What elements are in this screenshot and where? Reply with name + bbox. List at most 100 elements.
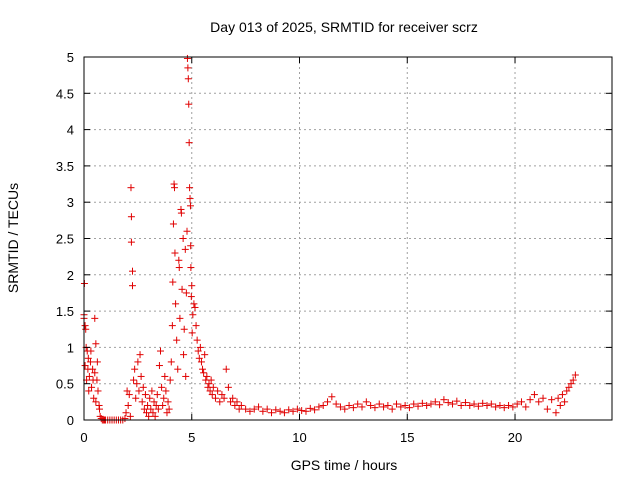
data-point xyxy=(222,365,230,373)
data-point xyxy=(157,347,165,355)
data-point xyxy=(444,399,452,407)
data-point xyxy=(526,396,534,404)
data-point xyxy=(199,365,207,373)
data-point xyxy=(85,372,93,380)
data-point xyxy=(255,403,263,411)
data-point xyxy=(160,394,168,402)
data-point xyxy=(554,394,562,402)
y-tick-label: 1 xyxy=(67,340,74,355)
data-point xyxy=(81,322,89,330)
data-point xyxy=(195,354,203,362)
data-point xyxy=(152,401,160,409)
data-point xyxy=(193,336,201,344)
data-point xyxy=(563,387,571,395)
data-point xyxy=(375,400,383,408)
data-point xyxy=(187,293,195,301)
data-point xyxy=(84,354,92,362)
data-points xyxy=(80,54,579,424)
data-point xyxy=(209,383,217,391)
data-point xyxy=(194,347,202,355)
data-point xyxy=(431,398,439,406)
data-point xyxy=(179,235,187,242)
data-point xyxy=(169,220,177,228)
data-point xyxy=(371,404,379,412)
data-point xyxy=(267,409,275,417)
data-point xyxy=(180,325,188,333)
data-point xyxy=(127,213,135,221)
data-point xyxy=(189,311,197,319)
data-point xyxy=(336,403,344,411)
data-point xyxy=(315,403,323,411)
data-point xyxy=(539,394,547,402)
data-point xyxy=(187,242,195,250)
data-point xyxy=(427,400,435,408)
data-point xyxy=(94,387,102,395)
data-point xyxy=(449,400,457,408)
data-point xyxy=(233,398,241,406)
data-point xyxy=(362,398,370,406)
data-point xyxy=(565,383,573,391)
data-point xyxy=(216,398,224,406)
data-point xyxy=(166,376,174,384)
data-point xyxy=(150,398,158,406)
data-point xyxy=(146,394,154,402)
data-point xyxy=(140,405,148,413)
data-point xyxy=(207,376,215,384)
data-point xyxy=(141,391,149,399)
y-axis-label: SRMTID / TECUs xyxy=(5,183,21,293)
grid-lines xyxy=(84,57,612,420)
data-point xyxy=(178,285,186,293)
data-point xyxy=(134,358,142,366)
data-point xyxy=(220,394,228,402)
data-point xyxy=(90,394,98,402)
plot-frame xyxy=(83,56,613,421)
data-point xyxy=(457,401,465,409)
data-point xyxy=(405,404,413,412)
y-tick-label: 0.5 xyxy=(56,377,74,392)
data-point xyxy=(130,376,138,384)
data-point xyxy=(93,358,101,366)
data-point xyxy=(127,238,135,246)
data-point xyxy=(197,358,205,366)
data-point xyxy=(167,358,175,366)
data-point xyxy=(137,372,145,380)
axis-ticks: 0 5 10 15 20 0 0.5 1 1.5 2 2.5 3 3.5 4 4.5 5 xyxy=(56,50,612,445)
data-point xyxy=(276,407,284,415)
data-point xyxy=(185,100,193,108)
data-point xyxy=(127,184,135,192)
data-point xyxy=(188,329,196,337)
x-axis-label: GPS time / hours xyxy=(291,457,398,473)
data-point xyxy=(186,195,194,203)
x-tick-label: 10 xyxy=(292,430,306,445)
data-point xyxy=(293,405,301,413)
data-point xyxy=(151,412,159,420)
data-point xyxy=(153,391,161,399)
data-point xyxy=(81,362,89,370)
data-point xyxy=(500,404,508,412)
data-point xyxy=(453,397,461,405)
data-point xyxy=(122,409,130,417)
data-point xyxy=(128,267,136,275)
data-point xyxy=(121,415,129,423)
data-point xyxy=(203,372,211,380)
data-point xyxy=(517,398,525,406)
data-point xyxy=(188,282,196,290)
data-point xyxy=(567,380,575,388)
data-point xyxy=(358,403,366,411)
data-point xyxy=(418,399,426,407)
data-point xyxy=(354,400,362,408)
data-point xyxy=(440,396,448,404)
data-point xyxy=(149,409,157,417)
data-point xyxy=(341,405,349,413)
data-point xyxy=(522,403,530,411)
data-point xyxy=(135,387,143,395)
data-point xyxy=(436,401,444,409)
data-point xyxy=(133,380,141,388)
data-point xyxy=(147,405,155,413)
y-tick-label: 3.5 xyxy=(56,159,74,174)
data-point xyxy=(139,383,147,391)
data-point xyxy=(224,383,232,391)
y-tick-label: 2 xyxy=(67,268,74,283)
data-point xyxy=(86,358,94,366)
data-point xyxy=(184,75,192,83)
